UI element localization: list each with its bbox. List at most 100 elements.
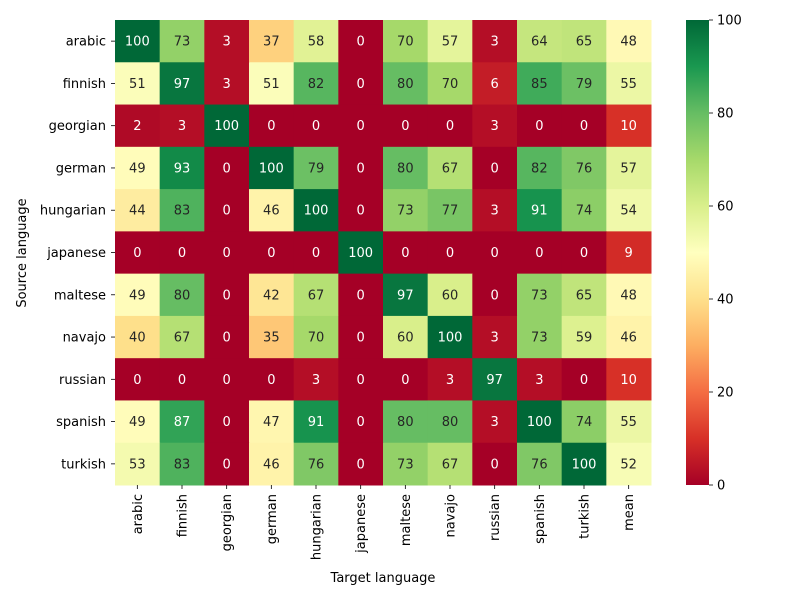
cell-value-label: 51 [263, 77, 280, 92]
cell-value-label: 0 [312, 119, 320, 134]
cell-value-label: 0 [223, 457, 231, 472]
cell-value-label: 47 [263, 415, 280, 430]
cell-value-label: 57 [620, 161, 637, 176]
heatmap-cell [427, 400, 473, 444]
cell-value-label: 0 [133, 373, 141, 388]
cell-value-label: 0 [491, 246, 499, 261]
cell-value-label: 44 [129, 204, 146, 219]
cell-value-label: 48 [620, 35, 637, 50]
y-tick-label: hungarian [40, 204, 106, 219]
heatmap-cell [383, 104, 429, 148]
cell-value-label: 0 [446, 246, 454, 261]
colorbar: 0 20 40 60 80 100 [686, 14, 742, 494]
cell-value-label: 64 [531, 35, 548, 50]
x-tick-label: hungarian [310, 494, 325, 560]
cell-value-label: 0 [223, 288, 231, 303]
cell-value-label: 0 [491, 288, 499, 303]
cell-value-label: 0 [357, 119, 365, 134]
x-tick-label: arabic [131, 494, 146, 534]
cell-value-label: 80 [174, 288, 191, 303]
cell-value-label: 97 [486, 373, 503, 388]
heatmap-cell [115, 62, 161, 106]
heatmap-cell [383, 20, 429, 63]
heatmap-cell [427, 189, 473, 232]
cell-value-label: 51 [129, 77, 146, 92]
heatmap-cell [517, 62, 563, 106]
cell-value-label: 76 [576, 161, 593, 176]
heatmap-cell [383, 400, 429, 444]
heatmap-cell [338, 62, 384, 106]
cell-value-label: 0 [491, 161, 499, 176]
cell-value-label: 0 [223, 204, 231, 219]
cell-value-label: 0 [357, 415, 365, 430]
heatmap-cell [338, 231, 384, 275]
heatmap-cell [383, 189, 429, 232]
cell-value-label: 3 [178, 119, 186, 134]
heatmap-cell [517, 189, 563, 232]
cell-value-label: 0 [357, 204, 365, 219]
x-tick-label: navajo [444, 494, 459, 537]
cell-value-label: 0 [267, 119, 275, 134]
cell-value-label: 0 [535, 119, 543, 134]
heatmap-cell [606, 146, 652, 190]
cell-value-label: 65 [576, 288, 593, 303]
heatmap-cell [338, 442, 384, 486]
x-tick-label: spanish [533, 494, 548, 544]
cell-value-label: 0 [580, 246, 588, 261]
cell-value-label: 100 [438, 331, 463, 346]
heatmap-cell [338, 400, 384, 444]
heatmap-cell [159, 442, 205, 486]
cell-value-label: 58 [308, 35, 325, 50]
heatmap-cell [159, 189, 205, 232]
y-tick-label: arabic [66, 35, 106, 50]
cell-value-label: 42 [263, 288, 280, 303]
heatmap-cell [383, 358, 429, 401]
heatmap-cell [159, 315, 205, 359]
heatmap-cell [427, 146, 473, 190]
heatmap-cell [204, 315, 250, 359]
heatmap-cell [606, 62, 652, 106]
x-tick-label: german [265, 494, 280, 544]
heatmap-cell [204, 358, 250, 401]
cell-value-label: 74 [576, 204, 593, 219]
cell-value-label: 73 [531, 288, 548, 303]
cell-value-label: 53 [129, 457, 146, 472]
heatmap-cell [472, 189, 518, 232]
cell-value-label: 35 [263, 331, 280, 346]
heatmap-cell [204, 231, 250, 275]
cell-value-label: 48 [620, 288, 637, 303]
cell-value-label: 0 [580, 119, 588, 134]
cell-value-label: 0 [401, 119, 409, 134]
cell-value-label: 0 [357, 288, 365, 303]
heatmap-cell [249, 358, 295, 401]
cell-value-label: 0 [535, 246, 543, 261]
y-axis-ticks: arabic finnish georgian german hungarian japa… [40, 35, 115, 472]
heatmap-cell [606, 104, 652, 148]
cell-value-label: 0 [401, 373, 409, 388]
heatmap-cell [427, 20, 473, 63]
cell-value-label: 6 [491, 77, 499, 92]
heatmap-cell [204, 104, 250, 148]
cell-value-label: 3 [535, 373, 543, 388]
cell-value-label: 82 [308, 77, 325, 92]
x-axis-ticks: arabic finnish georgian german hungarian japa… [131, 485, 637, 560]
cell-value-label: 87 [174, 415, 191, 430]
heatmap-cell [293, 273, 339, 317]
cell-value-label: 73 [397, 204, 414, 219]
heatmap-cell [249, 146, 295, 190]
cell-value-label: 0 [357, 35, 365, 50]
heatmap-cell [204, 189, 250, 232]
cell-value-label: 3 [223, 77, 231, 92]
heatmap-cell [249, 400, 295, 444]
x-tick-label: mean [622, 494, 637, 531]
x-tick-label: japanese [354, 494, 369, 554]
cell-value-label: 0 [357, 373, 365, 388]
cell-value-label: 85 [531, 77, 548, 92]
y-tick-label: spanish [56, 415, 106, 430]
heatmap-cell [472, 400, 518, 444]
heatmap-cell [115, 358, 161, 401]
heatmap-cell [293, 231, 339, 275]
cell-value-label: 100 [125, 35, 150, 50]
heatmap-cell [338, 358, 384, 401]
